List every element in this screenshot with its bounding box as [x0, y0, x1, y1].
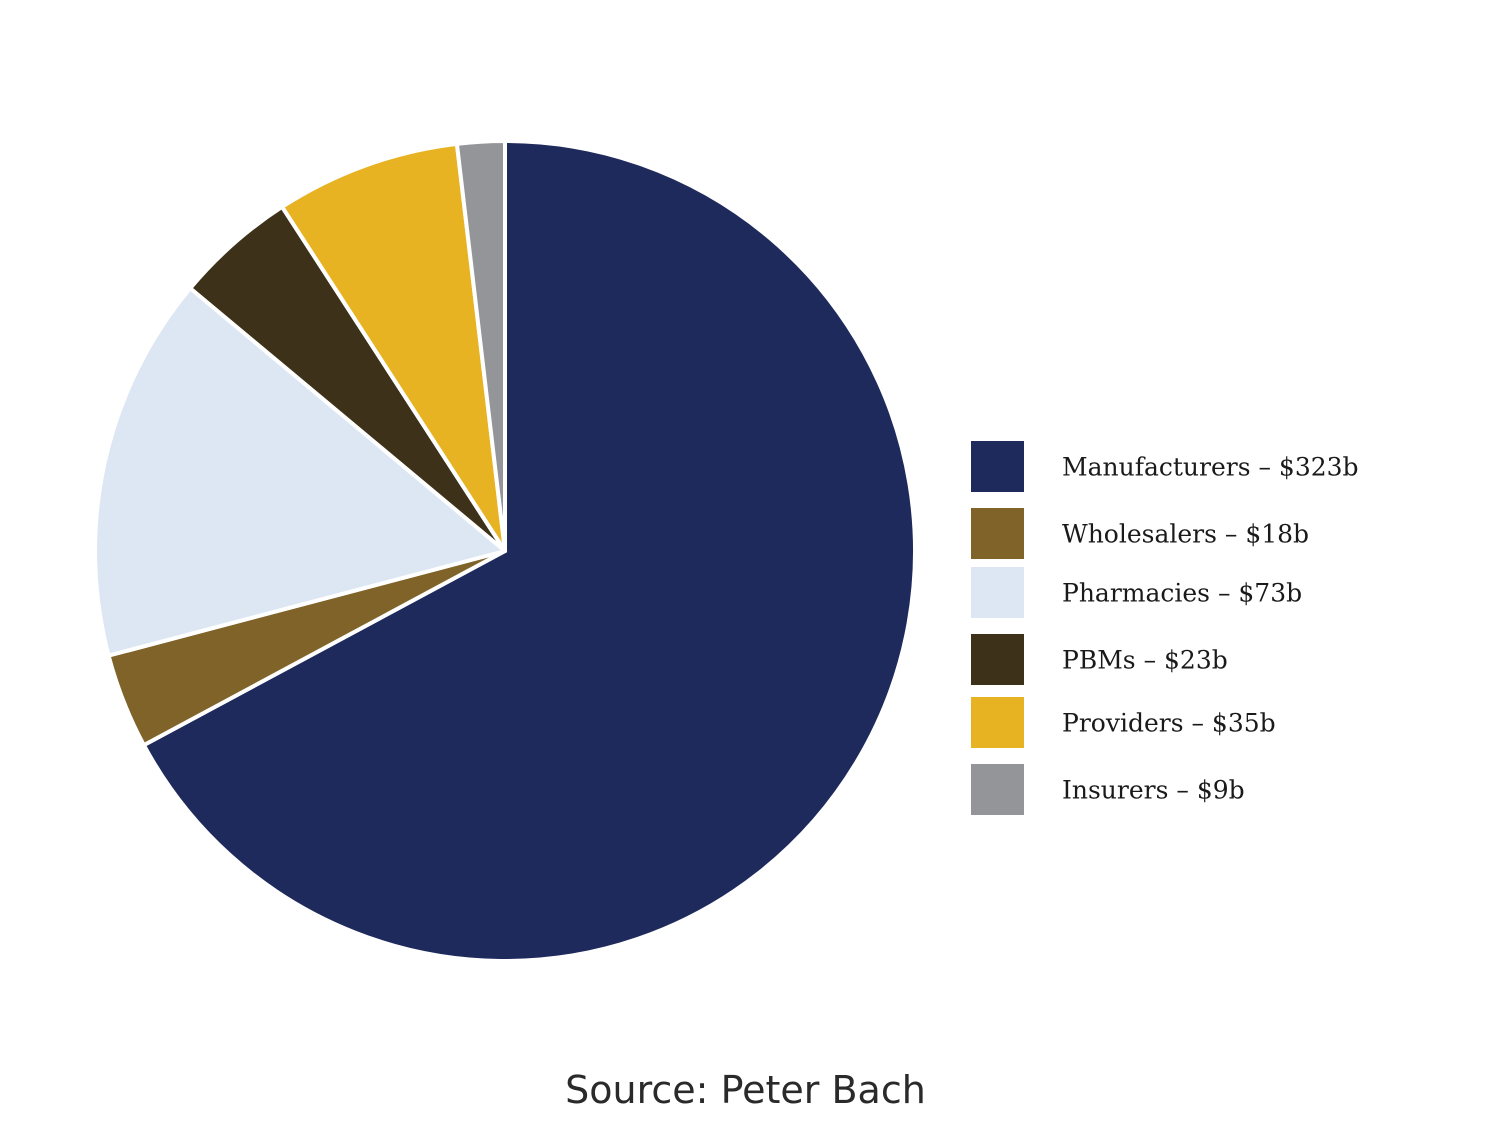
legend-swatch-wholesalers — [971, 508, 1024, 559]
legend-label-pbms: PBMs – $23b — [1062, 646, 1228, 675]
legend: Manufacturers – $323b Wholesalers – $18b P… — [971, 441, 1359, 815]
legend-swatch-pharmacies — [971, 567, 1024, 618]
legend-label-manufacturers: Manufacturers – $323b — [1062, 453, 1359, 482]
pie-slice-pharmacies — [93, 286, 507, 658]
legend-label-providers: Providers – $35b — [1062, 709, 1276, 738]
source-caption: Source: Peter Bach — [565, 1068, 926, 1112]
pie-slice-providers — [280, 141, 507, 553]
legend-label-pharmacies: Pharmacies – $73b — [1062, 579, 1302, 608]
legend-swatch-insurers — [971, 764, 1024, 815]
legend-swatch-providers — [971, 697, 1024, 748]
legend-swatch-manufacturers — [971, 441, 1024, 492]
pie-slice-manufacturers — [141, 139, 917, 963]
legend-swatch-pbms — [971, 634, 1024, 685]
pie-slice-insurers — [454, 139, 507, 553]
legend-label-insurers: Insurers – $9b — [1062, 776, 1245, 805]
pie-slices — [93, 139, 917, 963]
legend-label-wholesalers: Wholesalers – $18b — [1062, 520, 1309, 549]
